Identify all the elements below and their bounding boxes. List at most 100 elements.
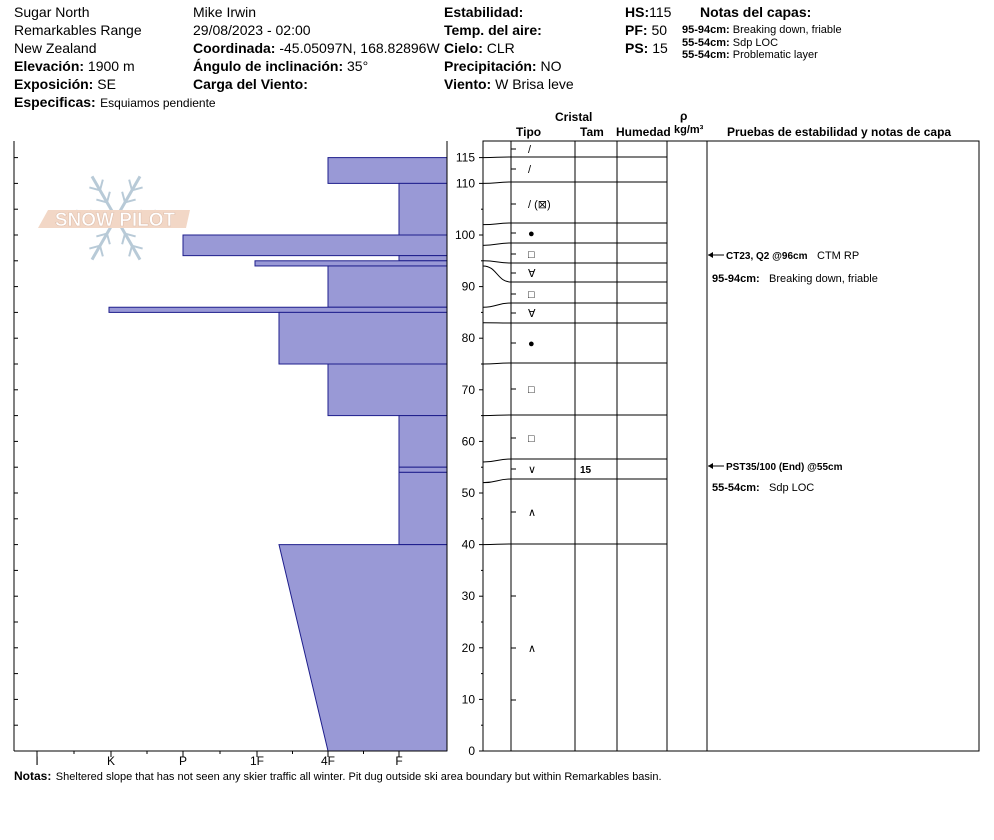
depth-tick-label: 40 — [462, 538, 476, 552]
layer-comment-range: 55-54cm: — [712, 482, 760, 494]
precipitation: Precipitación: NO — [444, 59, 561, 73]
observation-datetime: 29/08/2023 - 02:00 — [193, 22, 311, 38]
crystal-header: Cristal — [555, 110, 593, 124]
layer-note-text: Sdp LOC — [732, 37, 779, 49]
crystal-type-symbol: ∧ — [528, 507, 536, 519]
coordinates-value: -45.05097N, 168.82896W — [279, 40, 440, 56]
hardness-tick-label: K — [107, 754, 115, 768]
hardness-tick-label: I — [35, 754, 38, 768]
snowflake-branch — [96, 198, 108, 204]
snowflake-branch — [128, 179, 133, 191]
snowflake-branch — [99, 245, 104, 257]
crystal-type-symbol: ∨ — [528, 464, 536, 476]
layer-connector — [482, 362, 512, 365]
layer-connector — [482, 458, 512, 463]
hardness-layer — [398, 466, 448, 473]
layer-connector — [482, 265, 512, 283]
depth-tick-label: 100 — [455, 228, 475, 242]
crystal-type-symbol: / — [528, 144, 532, 156]
layer-comment-range: 95-94cm: — [712, 273, 760, 285]
wind: Viento: W Brisa leve — [444, 77, 574, 91]
crystal-type-symbol: ∀ — [528, 308, 536, 320]
depth-tick-label: 115 — [456, 151, 475, 165]
stability-test-label: PST35/100 (End) @55cm — [726, 462, 843, 473]
snowflake-branch — [124, 232, 136, 238]
moisture-header: Humedad — [616, 125, 671, 139]
crystal-type-symbol: □ — [528, 289, 535, 301]
crystal-type-symbol: ∧ — [528, 643, 536, 655]
snow-height: HS:115 — [625, 5, 671, 19]
layer-connector — [482, 543, 512, 546]
elevation-value: 1900 m — [87, 58, 135, 74]
hs-label: HS: — [625, 4, 650, 20]
layer-connector — [482, 222, 512, 226]
snowflake-branch — [131, 244, 143, 250]
density-symbol: ρ — [680, 109, 688, 123]
snowflake-branch — [121, 191, 126, 203]
snowflake-branch — [124, 198, 136, 204]
hardness-layer — [278, 544, 448, 752]
layer-notes-title: Notas del capas: — [700, 4, 812, 20]
notes: Notas: Sheltered slope that has not seen… — [14, 768, 662, 784]
wind-loading: Carga del Viento: — [193, 77, 308, 91]
depth-tick-label: 10 — [462, 692, 476, 706]
slope-angle-label: Ángulo de inclinación: — [193, 58, 344, 74]
hardness-layer — [398, 471, 448, 546]
hardness-layer — [327, 157, 448, 184]
foot-penetration: PS: 15 — [625, 41, 668, 55]
density-unit: kg/m³ — [674, 124, 704, 136]
country-name: New Zealand — [14, 40, 97, 56]
hardness-layer — [398, 182, 448, 236]
notes-label: Notas: — [14, 769, 52, 783]
size-header: Tam — [580, 125, 604, 139]
depth-tick-label: 80 — [462, 331, 476, 345]
layer-connector — [482, 414, 512, 417]
logo-banner — [38, 210, 190, 228]
depth-tick-label: 20 — [462, 641, 476, 655]
hardness-layer — [182, 234, 448, 257]
snowflake-branch — [106, 191, 111, 203]
hardness-layer — [108, 306, 448, 313]
snowpilot-logo: SNOW PILOT — [38, 175, 190, 261]
coordinates: Coordinada: -45.05097N, 168.82896W — [193, 41, 440, 55]
aspect-value: SE — [97, 76, 116, 92]
layer-note-range: 95-94cm: — [682, 24, 730, 36]
hardness-tick-label: 4F — [321, 754, 335, 768]
snowflake-branch — [131, 186, 143, 192]
location-name: Sugar North — [14, 4, 90, 20]
depth-tick-label: 90 — [462, 280, 476, 294]
elevation-label: Elevación: — [14, 58, 85, 74]
pf-value: 50 — [651, 22, 668, 38]
snowflake-branch — [128, 245, 133, 257]
stability: Estabilidad: — [444, 5, 523, 19]
wind-value: W Brisa leve — [495, 76, 574, 92]
layer-note-range: 55-54cm: — [682, 49, 730, 61]
logo-text: SNOW PILOT — [55, 210, 176, 231]
stability-test-extra: CTM RP — [817, 250, 859, 262]
hardness-tick-label: F — [395, 754, 402, 768]
crystal-type-symbol: □ — [528, 433, 535, 445]
range-name: Remarkables Range — [14, 22, 142, 38]
air-temperature-label: Temp. del aire: — [444, 22, 542, 38]
slope-angle: Ángulo de inclinación: 35° — [193, 59, 368, 73]
tests-header: Pruebas de estabilidad y notas de capa — [727, 125, 952, 139]
layer-note: 95-94cm: Breaking down, friable — [682, 25, 842, 36]
stability-label: Estabilidad: — [444, 4, 524, 20]
crystal-type-symbol: ● — [528, 338, 535, 350]
depth-tick-label: 30 — [462, 589, 476, 603]
crystal-type-symbol: / — [528, 164, 532, 176]
hardness-layer — [398, 415, 448, 468]
crystal-type-symbol: □ — [528, 384, 535, 396]
layer-comment-text: Sdp LOC — [769, 482, 814, 494]
snowflake-branch — [106, 233, 111, 245]
crystal-type-symbol: / (⊠) — [528, 199, 551, 211]
pf-label: PF: — [625, 22, 648, 38]
type-header: Tipo — [516, 125, 542, 139]
layer-note-range: 55-54cm: — [682, 37, 730, 49]
ps-label: PS: — [625, 40, 649, 56]
sky-label: Cielo: — [444, 40, 483, 56]
wind-loading-label: Carga del Viento: — [193, 76, 308, 92]
depth-tick-label: 50 — [462, 486, 476, 500]
pit-depth: PF: 50 — [625, 23, 667, 37]
